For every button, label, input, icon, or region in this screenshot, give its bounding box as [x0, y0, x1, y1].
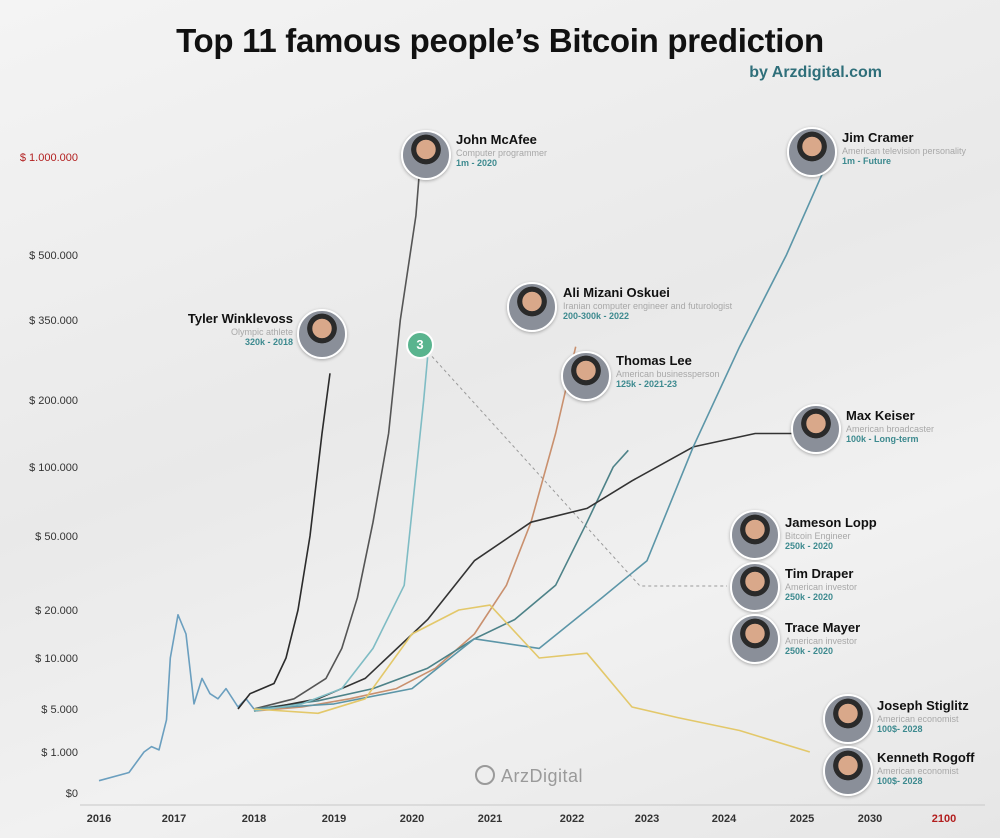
x-tick-label: 2016: [87, 813, 111, 825]
person-name: Tim Draper: [785, 566, 854, 581]
watermark-logo: ArzDigital: [475, 765, 583, 787]
x-tick-label: 2024: [712, 813, 737, 825]
series-line: [253, 166, 421, 710]
person-prediction: 200-300k - 2022: [563, 311, 630, 322]
label-max-keiser: Max Keiser American broadcaster 100k - L…: [846, 408, 935, 445]
series-line: [253, 604, 811, 753]
avatar-trace-mayer: [730, 614, 780, 664]
y-tick-label: $ 1.000: [41, 747, 78, 759]
x-tick-label: 2100: [932, 813, 956, 825]
x-tick-label: 2022: [560, 813, 584, 825]
person-prediction: 250k - 2020: [785, 541, 834, 552]
series-line: [237, 373, 331, 710]
y-tick-label: $ 200.000: [29, 395, 78, 407]
x-tick-label: 2018: [242, 813, 266, 825]
callout-badge: 3: [406, 331, 434, 359]
person-job: American investor: [785, 635, 858, 646]
person-job: American economist: [877, 713, 959, 724]
label-trace-mayer: Trace Mayer American investor 250k - 202…: [785, 620, 861, 657]
person-prediction: 125k - 2021-23: [616, 379, 678, 390]
y-tick-label: $ 350.000: [29, 315, 78, 327]
avatar-ali-mizani-oskuei: [507, 282, 557, 332]
label-ali-mizani-oskuei: Ali Mizani Oskuei Iranian computer engin…: [563, 285, 733, 322]
person-prediction: 250k - 2020: [785, 592, 834, 603]
person-name: Kenneth Rogoff: [877, 750, 975, 765]
label-thomas-lee: Thomas Lee American businessperson 125k …: [616, 353, 720, 390]
person-prediction: 100$- 2028: [877, 724, 923, 735]
label-tim-draper: Tim Draper American investor 250k - 2020: [785, 566, 858, 603]
y-tick-label: $ 10.000: [35, 653, 78, 665]
person-name: Jameson Lopp: [785, 515, 877, 530]
label-john-mcafee: John McAfee Computer programmer 1m - 202…: [456, 132, 548, 169]
label-jameson-lopp: Jameson Lopp Bitcoin Engineer 250k - 202…: [785, 515, 877, 552]
x-tick-label: 2030: [858, 813, 882, 825]
series-line: [253, 449, 629, 710]
chart-subtitle: by Arzdigital.com: [749, 64, 882, 81]
y-tick-label: $ 5.000: [41, 704, 78, 716]
y-tick-label: $0: [66, 788, 78, 800]
avatar-john-mcafee: [401, 130, 451, 180]
person-job: American economist: [877, 765, 959, 776]
y-tick-label: $ 20.000: [35, 605, 78, 617]
x-tick-label: 2021: [478, 813, 502, 825]
series-line: [253, 346, 577, 712]
person-name: Tyler Winklevoss: [187, 311, 293, 326]
y-tick-label: $ 50.000: [35, 531, 78, 543]
series-line: [253, 432, 802, 712]
x-tick-label: 2023: [635, 813, 659, 825]
avatar-kenneth-rogoff: [823, 746, 873, 796]
person-name: Trace Mayer: [785, 620, 861, 635]
series-line: [98, 613, 255, 782]
person-job: American businessperson: [616, 368, 720, 379]
avatar-joseph-stiglitz: [823, 694, 873, 744]
x-tick-label: 2019: [322, 813, 346, 825]
person-job: Bitcoin Engineer: [785, 530, 851, 541]
avatar-jim-cramer: [787, 127, 837, 177]
y-tick-label: $ 500.000: [29, 250, 78, 262]
watermark-text: ArzDigital: [501, 766, 584, 786]
avatar-thomas-lee: [561, 351, 611, 401]
person-prediction: 100$- 2028: [877, 776, 923, 787]
x-tick-label: 2017: [162, 813, 186, 825]
x-tick-label: 2025: [790, 813, 814, 825]
x-tick-label: 2020: [400, 813, 424, 825]
label-kenneth-rogoff: Kenneth Rogoff American economist 100$- …: [877, 750, 975, 787]
person-name: Joseph Stiglitz: [877, 698, 969, 713]
person-prediction: 1m - Future: [842, 156, 892, 167]
avatar-tim-draper: [730, 562, 780, 612]
person-prediction: 100k - Long-term: [846, 434, 919, 445]
label-tyler-winklevoss: Tyler Winklevoss Olympic athlete 320k - …: [150, 311, 293, 348]
person-job: Computer programmer: [456, 147, 548, 158]
person-job: American television personality: [842, 145, 967, 156]
person-name: Jim Cramer: [842, 130, 914, 145]
person-name: Ali Mizani Oskuei: [563, 285, 670, 300]
person-prediction: 250k - 2020: [785, 646, 834, 657]
person-job: Olympic athlete: [230, 326, 293, 337]
label-joseph-stiglitz: Joseph Stiglitz American economist 100$-…: [877, 698, 969, 735]
y-tick-label: $ 1.000.000: [20, 152, 78, 164]
person-name: Max Keiser: [846, 408, 915, 423]
person-name: Thomas Lee: [616, 353, 692, 368]
series-line: [253, 166, 827, 710]
avatar-max-keiser: [791, 404, 841, 454]
callout-leader-line: [427, 351, 727, 587]
series-line: [253, 357, 429, 712]
avatar-jameson-lopp: [730, 510, 780, 560]
label-jim-cramer: Jim Cramer American television personali…: [842, 130, 967, 167]
avatar-tyler-winklevoss: [297, 309, 347, 359]
chart-title: Top 11 famous people’s Bitcoin predictio…: [176, 22, 824, 59]
person-job: American broadcaster: [846, 423, 935, 434]
person-prediction: 320k - 2018: [244, 337, 293, 348]
person-job: American investor: [785, 581, 858, 592]
y-tick-label: $ 100.000: [29, 462, 78, 474]
arzdigital-logo-icon: [475, 765, 495, 785]
person-job: Iranian computer engineer and futurologi…: [563, 300, 733, 311]
person-prediction: 1m - 2020: [456, 158, 498, 169]
person-name: John McAfee: [456, 132, 537, 147]
